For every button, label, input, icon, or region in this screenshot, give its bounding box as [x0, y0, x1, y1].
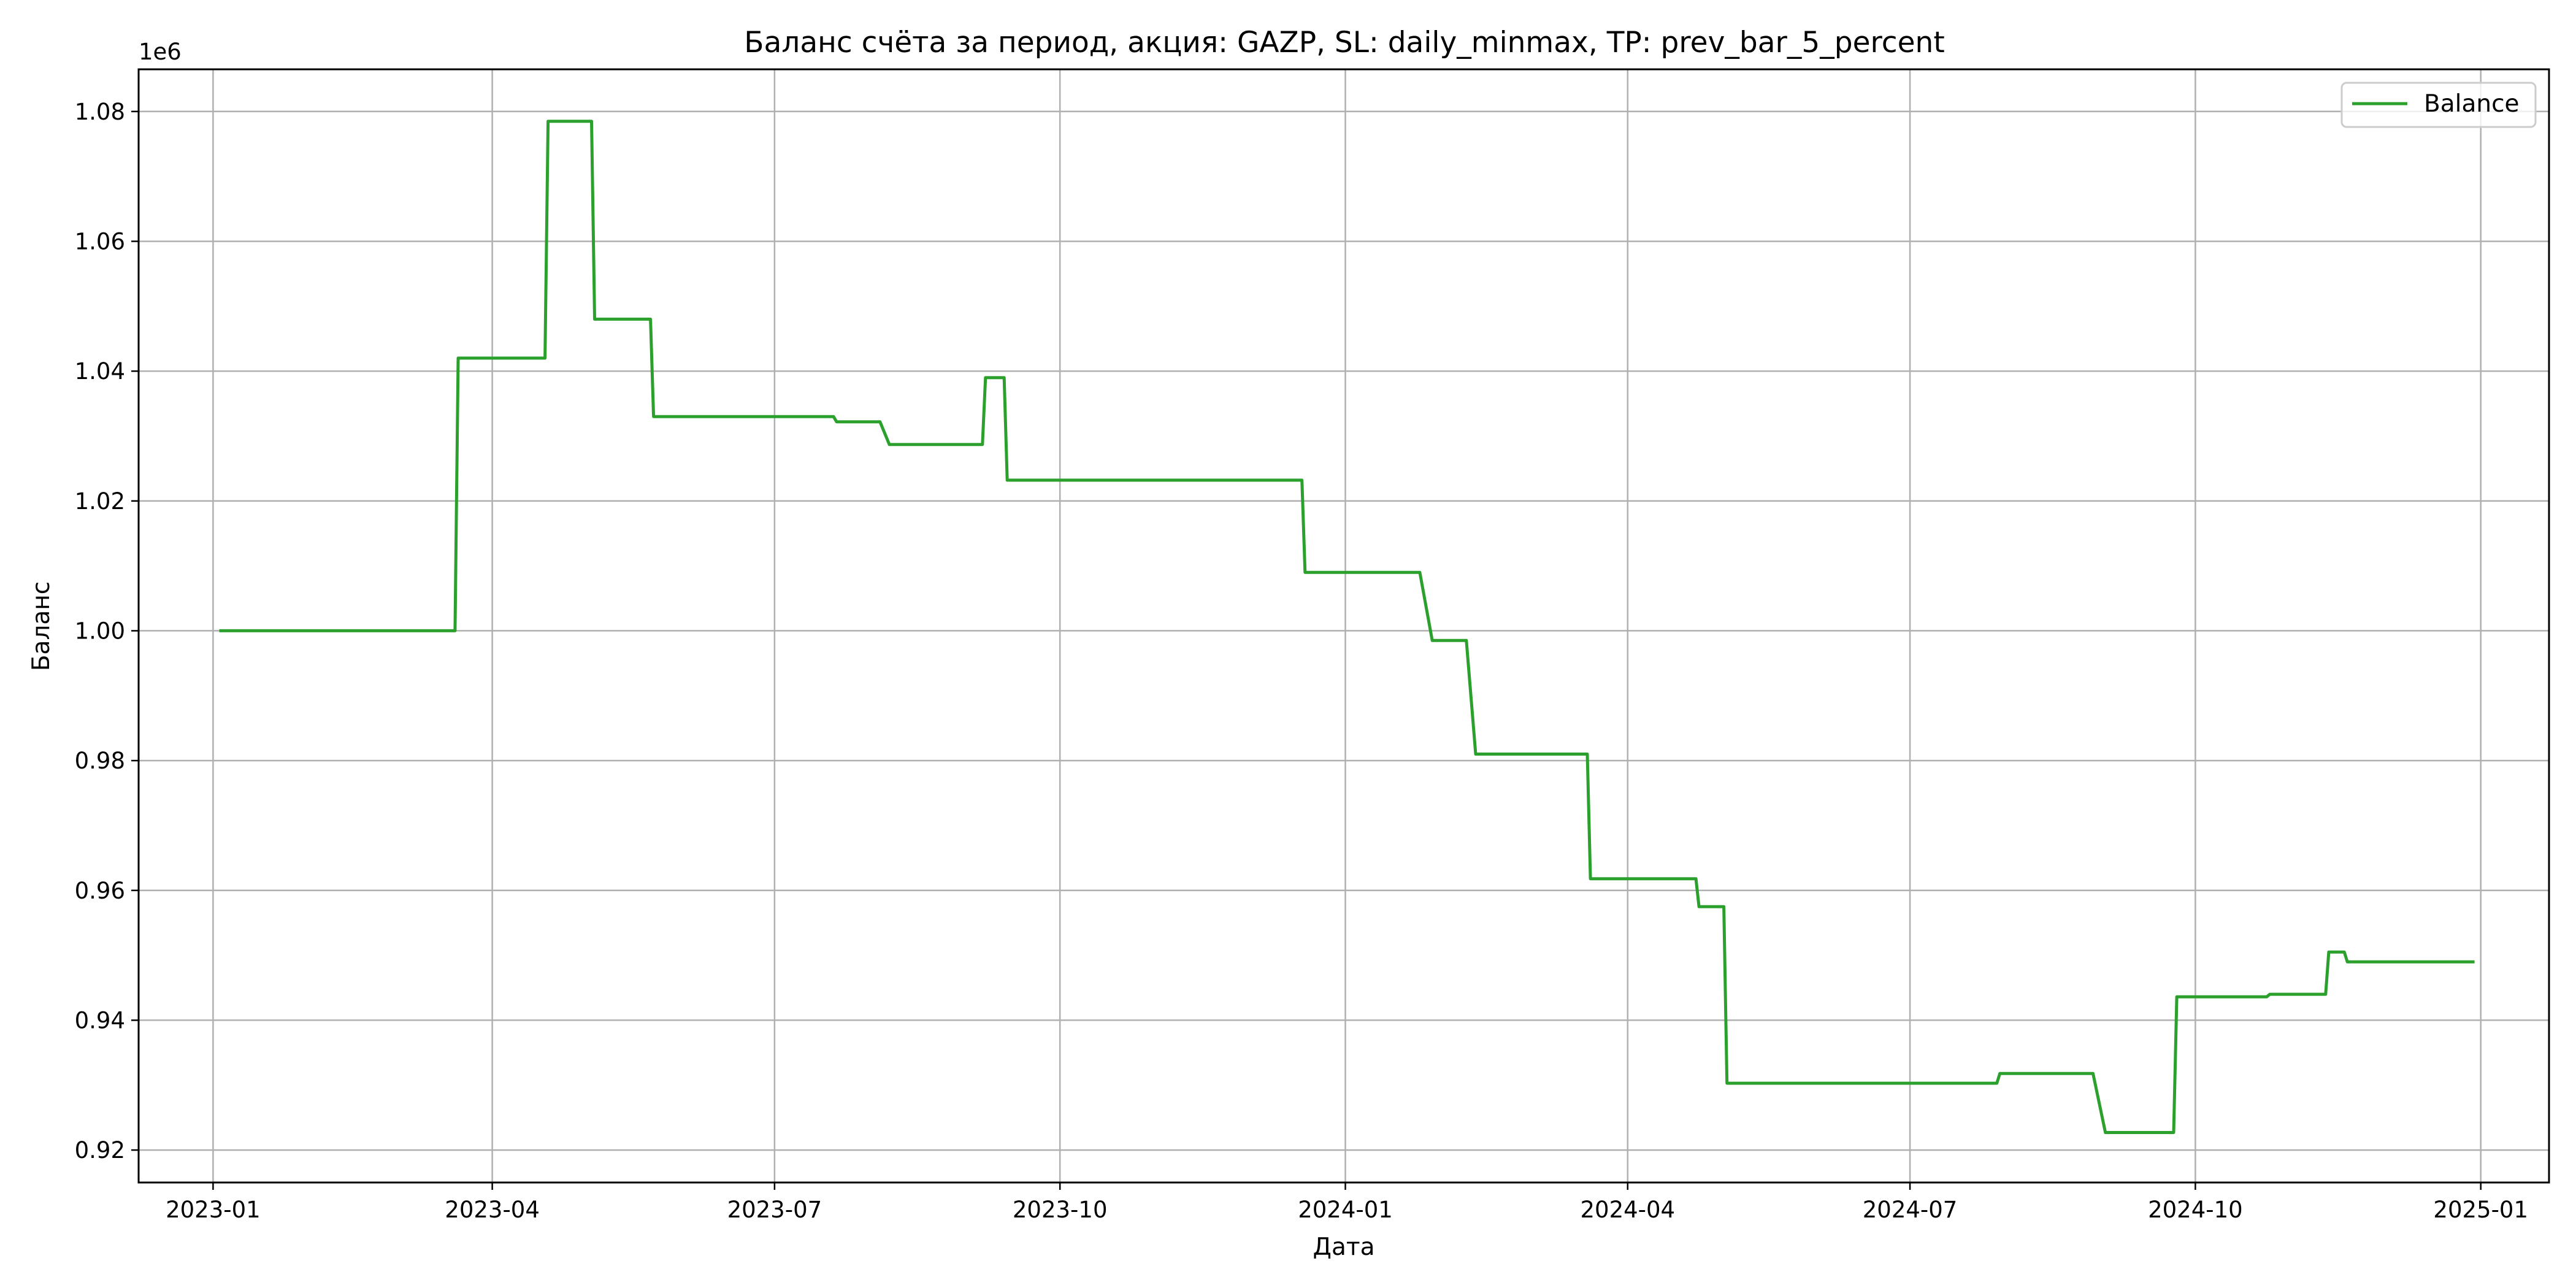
legend: Balance: [2340, 82, 2537, 128]
plot-frame: [137, 68, 2550, 1184]
x-tick-label: 2025-01: [2433, 1197, 2528, 1223]
legend-label-balance: Balance: [2424, 90, 2520, 118]
y-tick-label: 1.00: [75, 618, 125, 644]
x-tick-label: 2023-10: [1013, 1197, 1108, 1223]
plot-area: [219, 120, 2475, 1134]
series-line-balance: [219, 120, 2475, 1134]
y-offset-label: 1e6: [139, 39, 182, 65]
y-tick-label: 0.96: [75, 878, 125, 904]
y-tick-label: 0.98: [75, 748, 125, 774]
x-tick-label: 2023-04: [445, 1197, 540, 1223]
x-tick-label: 2024-04: [1580, 1197, 1675, 1223]
y-tick-label: 1.06: [75, 228, 125, 255]
x-tick-label: 2024-01: [1298, 1197, 1393, 1223]
legend-box: [2340, 82, 2537, 128]
y-tick-label: 0.92: [75, 1137, 125, 1163]
x-tick-label: 2023-01: [166, 1197, 261, 1223]
x-axis-label: Дата: [1313, 1233, 1375, 1261]
chart-title: Баланс счёта за период, акция: GAZP, SL:…: [744, 26, 1945, 59]
axis-ticks: 2023-01 2023-04 2023-07 2023-10 2024-01 2024-…: [75, 99, 2528, 1223]
y-tick-label: 1.08: [75, 99, 125, 125]
x-tick-label: 2024-10: [2148, 1197, 2243, 1223]
y-tick-label: 1.04: [75, 358, 125, 385]
x-tick-label: 2023-07: [727, 1197, 822, 1223]
x-tick-label: 2024-07: [1863, 1197, 1958, 1223]
y-axis-label: Баланс: [28, 581, 55, 671]
y-tick-label: 0.94: [75, 1007, 125, 1033]
grid: [139, 69, 2549, 1183]
y-tick-label: 1.02: [75, 488, 125, 515]
